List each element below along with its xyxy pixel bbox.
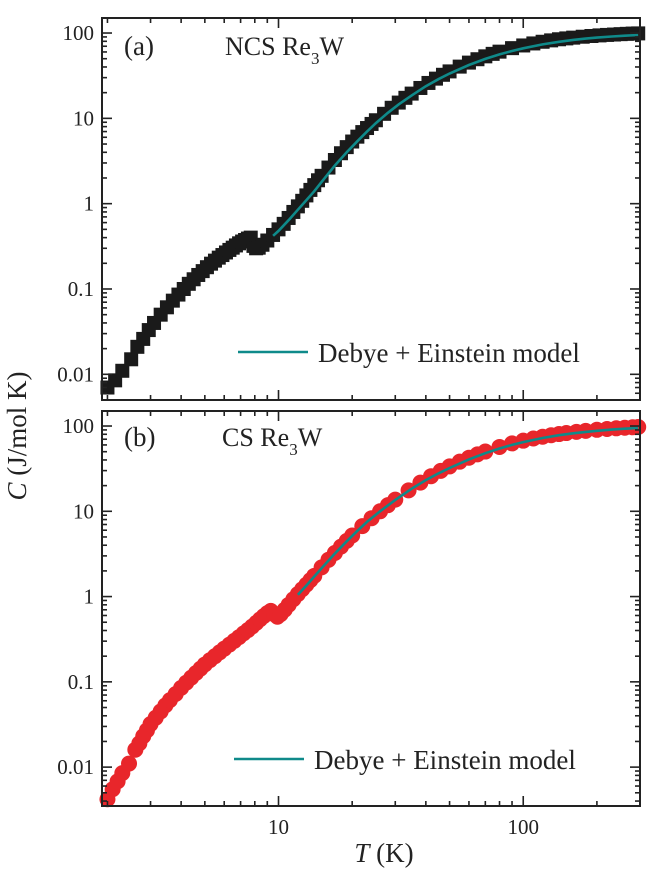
x-axis-title: T (K) [354,838,413,868]
fit-line-b [296,426,639,596]
y-tick-label-b: 10 [73,499,94,523]
panel-label-b: (b) [124,422,155,452]
y-tick-label-b: 0.01 [57,755,94,779]
x-tick-label: 10 [268,815,289,839]
y-tick-label-b: 100 [63,414,95,438]
legend-text-a: Debye + Einstein model [318,338,580,368]
y-axis-title: C (J/mol K) [2,371,32,500]
y-tick-label-a: 0.01 [57,362,94,386]
sample-label-a: NCS Re3W [225,32,344,68]
panel-label-a: (a) [124,31,154,61]
data-point-b-82 [630,418,647,435]
y-tick-labels-a: 0.01 0.1 1 10 100 [57,21,94,386]
x-tick-label: 100 [507,815,539,839]
y-tick-label-a: 10 [73,106,94,130]
plot-frame-b [101,410,641,807]
y-tick-label-b: 1 [84,585,95,609]
plot-frame-a [101,17,641,401]
y-tick-label-a: 1 [84,192,95,216]
y-tick-label-a: 100 [63,21,95,45]
fit-line-a [272,33,639,237]
y-tick-label-a: 0.1 [68,277,94,301]
data-point-a-3 [124,352,139,367]
data-point-b-4 [121,755,138,772]
panel-b: 0.01 0.1 1 10 100 10 100 (b) CS Re3W Debye + … [57,410,647,839]
ticks-b [102,411,641,806]
data-point-a-2 [115,363,130,378]
sample-label-b: CS Re3W [222,423,323,459]
y-tick-labels-b: 0.01 0.1 1 10 100 [57,414,94,779]
ticks-a [102,18,641,401]
y-tick-label-b: 0.1 [68,670,94,694]
panel-a: 0.01 0.1 1 10 100 (a) NCS Re3W Debye + Einst… [57,17,646,401]
x-tick-labels: 10 100 [268,815,539,839]
legend-text-b: Debye + Einstein model [314,745,576,775]
